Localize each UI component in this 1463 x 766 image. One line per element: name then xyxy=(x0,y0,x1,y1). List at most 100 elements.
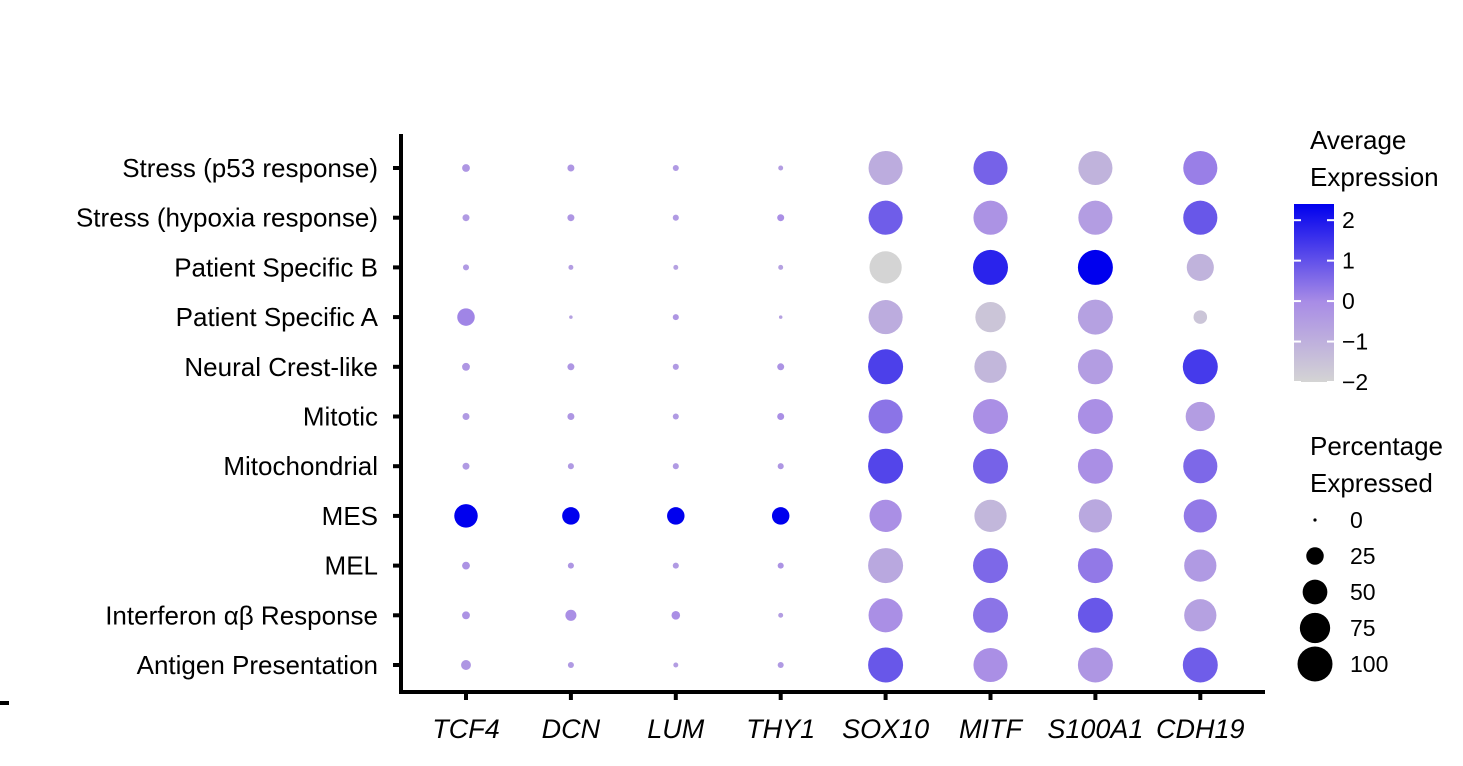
dot-point xyxy=(1078,150,1113,186)
column-label: LUM xyxy=(647,714,705,744)
dot-point xyxy=(1183,150,1218,186)
dot-point xyxy=(562,507,580,525)
dot-point xyxy=(973,448,1008,484)
dot-point xyxy=(672,562,679,569)
dot-point xyxy=(462,611,470,620)
column-label: DCN xyxy=(542,714,601,744)
dot-point xyxy=(869,251,902,284)
dot-point xyxy=(777,463,784,470)
size-legend-label: 25 xyxy=(1350,543,1376,569)
dot-point xyxy=(565,609,577,621)
dot-point xyxy=(1183,499,1217,533)
dot-point xyxy=(462,462,470,470)
dot-point xyxy=(973,597,1008,633)
column-label: S100A1 xyxy=(1047,714,1143,744)
dot-point xyxy=(1186,253,1214,281)
dot-point xyxy=(567,562,574,569)
dots xyxy=(454,150,1218,683)
dot-point xyxy=(462,164,470,172)
column-label: CDH19 xyxy=(1156,714,1245,744)
dot-point xyxy=(973,200,1008,235)
dot-point xyxy=(1078,499,1112,533)
dot-point xyxy=(974,499,1007,533)
row-label: MES xyxy=(322,501,378,531)
dot-point xyxy=(567,413,575,420)
dot-point xyxy=(1077,299,1113,335)
size-legend-dot xyxy=(1306,547,1324,565)
row-labels: Stress (p53 response) Stress (hypoxia res… xyxy=(76,153,401,680)
dot-point xyxy=(569,315,573,319)
dot-point xyxy=(778,264,784,270)
dot-point xyxy=(672,164,679,172)
size-legend-title-line2: Expressed xyxy=(1310,468,1433,498)
dot-point xyxy=(1184,549,1217,582)
dot-point xyxy=(673,264,679,270)
dot-point xyxy=(974,350,1007,383)
dot-point xyxy=(778,612,784,618)
dot-point xyxy=(462,264,470,271)
row-label: Patient Specific B xyxy=(174,252,378,282)
column-label: SOX10 xyxy=(842,714,929,744)
size-legend-label: 100 xyxy=(1350,651,1388,677)
color-legend-label: −1 xyxy=(1342,329,1368,355)
dot-point xyxy=(567,363,575,371)
size-legend-title-line1: Percentage xyxy=(1310,431,1443,461)
size-legend-label: 0 xyxy=(1350,507,1363,533)
dot-point xyxy=(973,150,1008,186)
dot-point xyxy=(461,660,471,670)
dot-point xyxy=(1077,448,1113,484)
dot-point xyxy=(973,249,1008,285)
dot-point xyxy=(777,214,785,222)
dot-point xyxy=(1193,310,1208,324)
size-legend-label: 75 xyxy=(1350,615,1376,641)
color-legend-title-line1: Average xyxy=(1310,125,1406,155)
dot-point xyxy=(975,301,1006,333)
row-label: MEL xyxy=(325,551,378,581)
dot-point xyxy=(868,647,904,683)
dot-point xyxy=(1077,597,1113,633)
color-legend-label: 0 xyxy=(1342,288,1355,314)
dot-point xyxy=(973,647,1008,683)
dot-point xyxy=(868,448,904,484)
dot-point xyxy=(868,399,903,434)
dot-point xyxy=(667,507,685,525)
dot-point xyxy=(868,150,903,186)
dot-point xyxy=(869,499,902,533)
size-legend-label: 50 xyxy=(1350,579,1376,605)
dot-point xyxy=(778,315,783,319)
dot-point xyxy=(672,314,679,321)
column-label: TCF4 xyxy=(432,714,500,744)
dot-point xyxy=(973,399,1008,434)
size-legend-dot xyxy=(1313,518,1317,522)
dot-point xyxy=(462,413,470,420)
dot-point xyxy=(1077,349,1113,385)
dot-point xyxy=(567,661,574,669)
row-label: Antigen Presentation xyxy=(137,650,378,680)
color-legend-label: −2 xyxy=(1342,369,1368,395)
dot-point xyxy=(672,413,679,420)
dot-point xyxy=(868,598,903,633)
dot-point xyxy=(1185,401,1215,432)
row-label: Stress (hypoxia response) xyxy=(76,203,378,233)
dot-point xyxy=(672,363,679,370)
dot-point xyxy=(454,504,478,528)
dot-point xyxy=(457,308,475,326)
dot-point xyxy=(1077,647,1113,683)
row-label: Neural Crest-like xyxy=(184,352,378,382)
dot-point xyxy=(1182,349,1218,385)
dot-point xyxy=(771,507,790,525)
dot-point xyxy=(671,611,681,620)
dot-point xyxy=(1078,200,1113,235)
color-legend-title-line2: Expression xyxy=(1310,162,1439,192)
dot-point xyxy=(1183,200,1218,235)
dot-point xyxy=(1077,399,1113,434)
size-legend-dot xyxy=(1297,646,1333,682)
dot-point xyxy=(568,264,574,270)
axes xyxy=(0,134,1265,705)
dot-point xyxy=(1184,599,1217,632)
dot-point xyxy=(462,362,470,371)
size-legend-dot xyxy=(1302,579,1328,605)
dot-point xyxy=(567,164,575,172)
color-legend-label: 2 xyxy=(1342,207,1355,233)
